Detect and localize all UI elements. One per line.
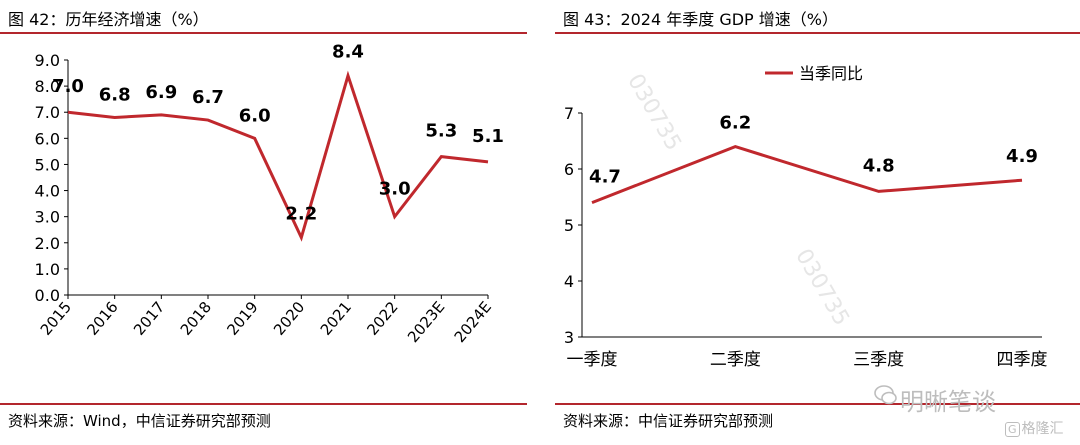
- left-x-tick-label: 2018: [177, 298, 215, 339]
- left-y-tick-label: 5.0: [35, 155, 60, 174]
- right-series-line: [591, 145, 1023, 204]
- left-chart-title: 图 42：历年经济增速（%）: [8, 10, 209, 29]
- right-data-label: 4.8: [863, 155, 895, 176]
- right-y-tick-label: 5: [564, 216, 574, 235]
- right-x-tick-label: 一季度: [567, 350, 618, 370]
- left-x-tick-label: 2024E: [451, 298, 495, 346]
- left-x-tick-label: 2017: [130, 298, 168, 339]
- right-y-tick-label: 4: [564, 272, 574, 291]
- left-chart-panel: 图 42：历年经济增速（%） 0.0 1.0 2.0 3.0 4.0 5.0 6.0 7.0 8…: [0, 0, 530, 445]
- right-data-label: 6.2: [719, 113, 751, 134]
- left-x-tick-label: 2019: [223, 298, 261, 339]
- left-x-tick-label: 2016: [83, 298, 121, 339]
- left-source-rule: [0, 403, 527, 405]
- left-data-label: 7.0: [52, 76, 84, 97]
- left-y-tick-label: 0.0: [35, 286, 60, 305]
- left-data-label: 5.3: [425, 121, 457, 142]
- right-chart-source: 资料来源：中信证券研究部预测: [563, 412, 774, 430]
- left-y-tick-label: 8.0: [35, 77, 60, 96]
- right-data-label: 4.7: [589, 167, 621, 188]
- right-y-tick-label: 6: [564, 160, 574, 179]
- right-x-tick-label: 二季度: [710, 350, 761, 370]
- site-watermark-label: 格隆汇: [1021, 421, 1064, 437]
- site-logo-icon: G: [1005, 422, 1020, 437]
- left-data-label: 6.7: [192, 87, 224, 108]
- left-x-tick-label: 2022: [363, 298, 401, 339]
- left-y-tick-label: 1.0: [35, 260, 60, 279]
- right-data-label: 4.9: [1006, 146, 1038, 167]
- site-watermark: G 格隆汇: [1005, 418, 1064, 438]
- left-data-label: 2.2: [285, 204, 317, 225]
- left-data-label: 6.0: [239, 105, 271, 126]
- left-y-tick-label: 6.0: [35, 129, 60, 148]
- right-x-tick-label: 三季度: [853, 350, 904, 370]
- right-legend-label: 当季同比: [799, 64, 863, 83]
- brand-watermark: 明晰笔谈: [900, 388, 996, 416]
- left-series-line: [67, 70, 489, 242]
- right-chart-panel: 图 43：2024 年季度 GDP 增速（%） 3 4 5 6 7 一季度 二季度 三季度 四季…: [555, 0, 1080, 445]
- left-data-label: 6.9: [145, 82, 177, 103]
- left-y-tick-label: 4.0: [35, 182, 60, 201]
- wechat-icon: [874, 385, 897, 405]
- left-x-tick-label: 2020: [270, 298, 308, 339]
- left-data-label: 6.8: [99, 84, 131, 105]
- right-title-rule: [555, 32, 1080, 34]
- left-y-tick-label: 9.0: [35, 51, 60, 70]
- left-y-tick-label: 2.0: [35, 234, 60, 253]
- right-source-rule: [555, 403, 1080, 405]
- right-y-tick-label: 7: [564, 104, 574, 123]
- left-x-tick-label: 2023E: [404, 298, 448, 346]
- left-x-tick-label: 2021: [317, 298, 355, 339]
- right-y-tick-label: 3: [564, 328, 574, 347]
- right-x-tick-label: 四季度: [997, 350, 1048, 370]
- left-data-label: 8.4: [332, 42, 364, 63]
- left-y-tick-label: 3.0: [35, 208, 60, 227]
- right-line-chart: 3 4 5 6 7 一季度 二季度 三季度 四季度 当季同比 4.7 6.2 4.8 4.9: [564, 64, 1048, 370]
- left-chart-source: 资料来源：Wind，中信证券研究部预测: [8, 412, 271, 430]
- left-y-tick-label: 7.0: [35, 103, 60, 122]
- left-title-rule: [0, 32, 527, 34]
- left-data-label: 5.1: [472, 126, 504, 147]
- left-data-label: 3.0: [379, 179, 411, 200]
- right-chart-title: 图 43：2024 年季度 GDP 增速（%）: [563, 10, 838, 29]
